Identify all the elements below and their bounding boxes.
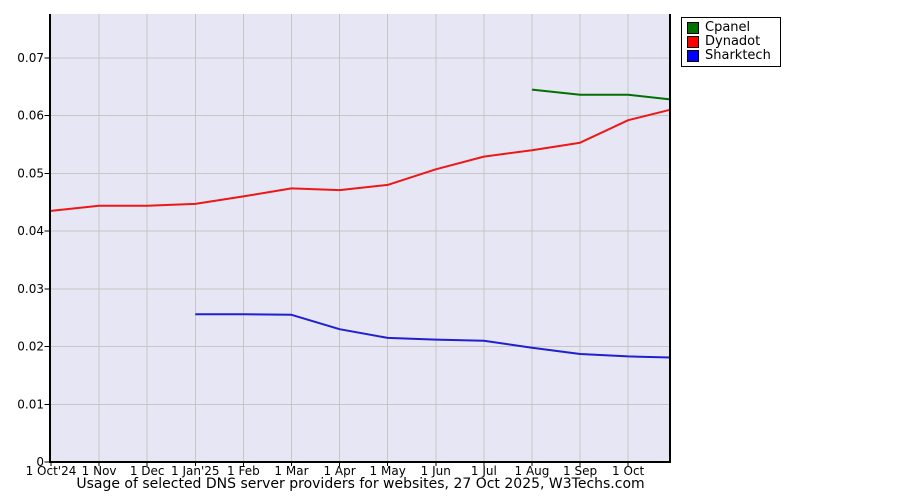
x-tick-label: 1 Sep	[563, 464, 597, 478]
y-tick-label: 0.01	[17, 397, 44, 411]
x-tick-label: 1 Oct	[612, 464, 644, 478]
x-tick-label: 1 Feb	[227, 464, 260, 478]
legend-swatch-icon	[687, 22, 699, 34]
legend-label: Cpanel	[705, 20, 751, 35]
legend-label: Dynadot	[705, 34, 761, 49]
legend-item-dynadot: Dynadot	[687, 35, 771, 49]
series-line-sharktech	[195, 313, 671, 359]
legend-item-sharktech: Sharktech	[687, 49, 771, 63]
y-tick-label: 0.05	[17, 166, 44, 180]
x-tick-label: 1 Jul	[471, 464, 497, 478]
x-tick-label: 1 Jun	[421, 464, 451, 478]
legend-label: Sharktech	[705, 48, 771, 63]
y-tick-label: 0.03	[17, 282, 44, 296]
series-lines	[50, 88, 671, 359]
gridlines	[51, 14, 670, 462]
chart-title: Usage of selected DNS server providers f…	[76, 476, 645, 492]
y-axis-labels: 0 0.01 0.02 0.03 0.04 0.05 0.06 0.07	[17, 51, 44, 469]
x-tick-label: 1 May	[370, 464, 406, 478]
y-tick-label: 0.02	[17, 340, 44, 354]
plot-area	[51, 14, 670, 462]
x-tick-label: 1 Jan'25	[171, 464, 220, 478]
series-line-cpanel	[531, 88, 671, 101]
x-tick-label: 1 Mar	[274, 464, 308, 478]
x-tick-label: 1 Apr	[323, 464, 355, 478]
y-tick-label: 0.07	[17, 51, 44, 65]
x-tick-label: 1 Dec	[130, 464, 165, 478]
x-tick-label: 1 Nov	[82, 464, 117, 478]
legend: Cpanel Dynadot Sharktech	[681, 17, 781, 67]
y-tick-label: 0.06	[17, 109, 44, 123]
legend-swatch-icon	[687, 36, 699, 48]
x-tick-label: 1 Aug	[515, 464, 550, 478]
y-tick-label: 0.04	[17, 224, 44, 238]
axes	[49, 14, 671, 463]
x-tick-label: 1 Oct'24	[26, 464, 77, 478]
series-line-dynadot	[50, 108, 671, 212]
legend-item-cpanel: Cpanel	[687, 21, 771, 35]
y-tick-label: 0	[36, 455, 44, 469]
legend-swatch-icon	[687, 50, 699, 62]
x-axis-labels: 1 Oct'24 1 Nov 1 Dec 1 Jan'25 1 Feb 1 Mar 1 Ap…	[26, 464, 645, 478]
